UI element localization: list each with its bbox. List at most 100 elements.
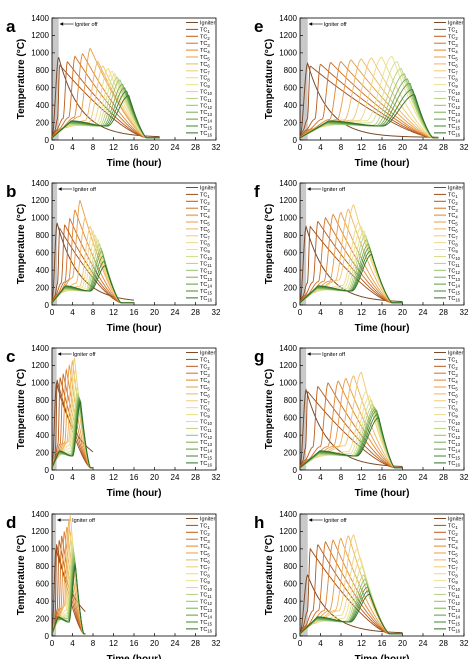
- legend-label-base: TC: [200, 83, 207, 89]
- igniter-off-arrowhead: [307, 352, 311, 356]
- igniter-off-label: Igniter off: [324, 518, 347, 524]
- x-tick-label: 8: [91, 308, 96, 317]
- x-axis-title: Time (hour): [107, 654, 162, 659]
- y-tick-label: 1400: [279, 344, 297, 353]
- legend-label: TC2: [200, 199, 210, 206]
- x-tick-label: 12: [109, 639, 118, 648]
- legend-label: Igniter: [200, 21, 215, 27]
- legend-label-sub: 13: [455, 442, 460, 447]
- legend-label-sub: 6: [207, 560, 210, 565]
- legend-label: TC15: [448, 454, 461, 461]
- igniter-off-arrowhead: [307, 187, 311, 191]
- legend-label-sub: 13: [455, 277, 460, 282]
- legend-label-sub: 15: [207, 456, 212, 461]
- legend-label-base: TC: [200, 579, 207, 585]
- y-tick-label: 1200: [31, 361, 49, 370]
- y-axis-title: Temperature (°C): [264, 39, 275, 120]
- legend-label: TC7: [448, 234, 458, 241]
- legend-label: TC10: [200, 586, 213, 593]
- legend-label-sub: 2: [455, 532, 458, 537]
- panel-letter: f: [254, 182, 260, 201]
- legend-label: TC11: [448, 261, 460, 268]
- panel-e: 02004006008001000120014000 4 8 12 16 20 24 28 32…: [254, 14, 469, 169]
- legend-label-base: TC: [448, 282, 455, 288]
- x-tick-label: 32: [460, 143, 469, 152]
- legend-label-base: TC: [448, 34, 455, 40]
- legend-label-sub: 16: [207, 298, 212, 303]
- legend-label-base: TC: [448, 357, 455, 363]
- legend-label-base: TC: [200, 76, 207, 82]
- legend-label-sub: 5: [455, 387, 458, 392]
- legend-label-sub: 6: [207, 229, 210, 234]
- legend-label-sub: 13: [207, 112, 212, 117]
- legend-label: TC16: [200, 131, 213, 138]
- legend-label: TC1: [448, 192, 458, 199]
- legend-label-sub: 12: [207, 601, 212, 606]
- legend-label-base: TC: [200, 289, 207, 295]
- legend-label-sub: 4: [455, 380, 458, 385]
- legend-label-sub: 14: [207, 119, 212, 124]
- legend-label-sub: 10: [207, 256, 212, 261]
- y-tick-label: 400: [284, 101, 298, 110]
- legend-label: TC6: [200, 227, 210, 234]
- legend-label: TC5: [448, 220, 458, 227]
- legend-label-base: TC: [200, 296, 207, 302]
- legend-label: TC10: [448, 255, 461, 262]
- legend-label: TC14: [200, 613, 213, 620]
- legend-label-sub: 3: [207, 208, 210, 213]
- series-line-tc15: [52, 91, 160, 138]
- legend-label: TC13: [448, 440, 461, 447]
- legend-label: TC12: [448, 268, 461, 275]
- legend-label-base: TC: [200, 406, 207, 412]
- legend-label: TC3: [200, 206, 210, 213]
- x-tick-label: 4: [70, 639, 75, 648]
- legend-label-sub: 7: [455, 566, 458, 571]
- y-tick-label: 1200: [279, 361, 297, 370]
- x-axis-title: Time (hour): [107, 158, 162, 169]
- legend-label: TC7: [448, 69, 458, 76]
- legend-label-sub: 11: [455, 594, 460, 599]
- y-tick-label: 1200: [31, 527, 49, 536]
- legend-label: TC1: [200, 27, 210, 34]
- y-tick-label: 1200: [31, 31, 49, 40]
- legend-label: TC7: [200, 234, 210, 241]
- legend-label: TC5: [200, 385, 210, 392]
- panel-a: 02004006008001000120014000 4 8 12 16 20 24 28 32…: [6, 14, 221, 169]
- legend-label: TC6: [448, 227, 458, 234]
- legend-label: TC3: [200, 537, 210, 544]
- legend-label: TC12: [448, 433, 461, 440]
- legend-label-sub: 16: [455, 298, 460, 303]
- igniter-off-label: Igniter off: [72, 518, 95, 524]
- legend-label: TC4: [200, 48, 210, 55]
- legend-label-sub: 8: [455, 573, 458, 578]
- legend-label-base: TC: [448, 131, 455, 137]
- legend-label-sub: 8: [207, 407, 210, 412]
- legend-label-base: TC: [200, 551, 207, 557]
- x-tick-label: 8: [91, 639, 96, 648]
- legend-label-sub: 14: [207, 615, 212, 620]
- legend-label: TC8: [200, 572, 210, 579]
- legend-label-base: TC: [448, 248, 455, 254]
- y-axis-title: Temperature (°C): [264, 369, 275, 450]
- x-tick-label: 8: [339, 308, 344, 317]
- legend-label-base: TC: [448, 440, 455, 446]
- legend-label-sub: 9: [207, 249, 210, 254]
- igniter-off-arrowhead: [58, 352, 62, 356]
- panel-c: 02004006008001000120014000 4 8 12 16 20 24 28 32…: [6, 344, 221, 499]
- series-line-tc10: [52, 240, 134, 303]
- panel-letter: a: [6, 17, 16, 36]
- x-tick-label: 0: [50, 473, 55, 482]
- legend-label-sub: 5: [455, 553, 458, 558]
- legend-label: TC6: [200, 392, 210, 399]
- x-tick-label: 0: [298, 639, 303, 648]
- legend-label-base: TC: [448, 592, 455, 598]
- y-tick-label: 800: [36, 66, 50, 75]
- legend-label: TC13: [448, 110, 461, 117]
- legend-label-base: TC: [200, 392, 207, 398]
- legend-label: TC12: [200, 433, 213, 440]
- legend-label-sub: 5: [207, 222, 210, 227]
- x-tick-label: 12: [357, 143, 366, 152]
- legend-label-base: TC: [448, 613, 455, 619]
- legend-label-base: TC: [448, 83, 455, 89]
- legend-label-base: TC: [200, 199, 207, 205]
